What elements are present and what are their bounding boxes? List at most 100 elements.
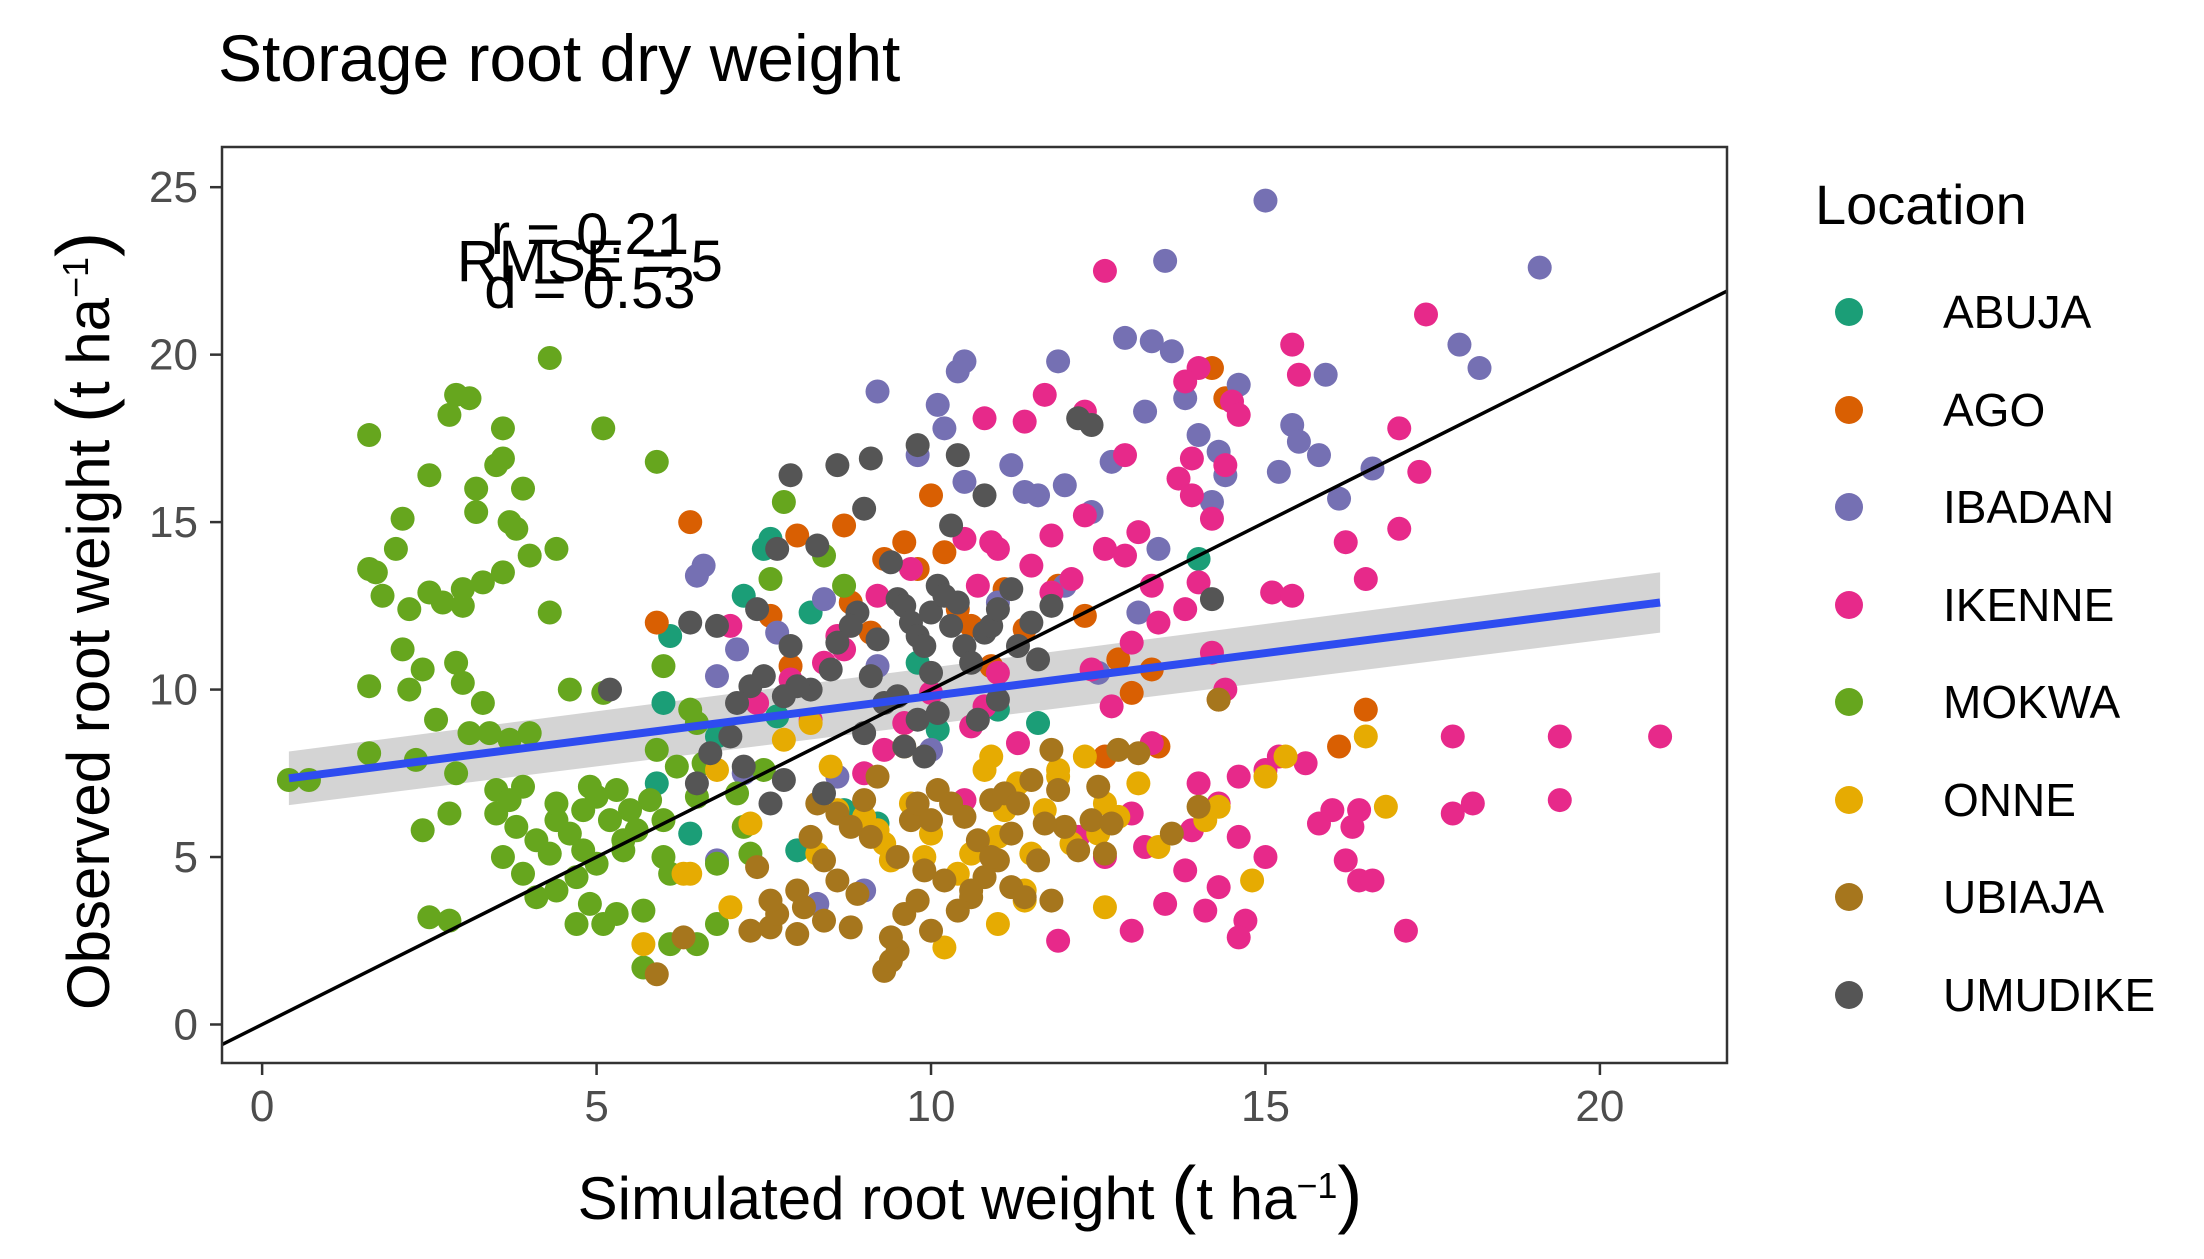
data-point [591,416,616,441]
data-point [1353,567,1378,592]
data-point [1467,356,1492,381]
data-point [838,814,863,839]
data-point [417,463,442,488]
data-point [765,536,790,561]
data-point [939,613,964,638]
data-point [959,878,984,903]
y-axis-label: Observed root weight (t ha−1) [41,231,125,1010]
legend-label: AGO [1943,383,2046,436]
data-point [1260,580,1285,605]
data-point [758,888,783,913]
data-point [1092,895,1117,920]
data-point [664,754,689,779]
data-point [1173,386,1198,411]
data-point [1347,798,1372,823]
data-point [1206,687,1231,712]
data-point [1373,794,1398,819]
data-point [357,674,382,699]
data-point [905,707,930,732]
data-point [865,764,890,789]
data-point [1106,737,1131,762]
data-point [457,721,482,746]
data-point [1353,697,1378,722]
data-point [785,878,810,903]
x-axis-label: Simulated root weight (t ha−1) [577,1151,1363,1235]
data-point [845,881,870,906]
legend-key [1835,493,1863,521]
data-point [1353,724,1378,749]
stat-rmse: RMSE = 5 [457,229,723,294]
data-point [832,513,857,538]
legend-label: ABUJA [1943,286,2092,338]
data-point [383,536,408,561]
data-point [537,841,562,866]
data-point [1012,409,1037,434]
data-point [1199,490,1224,515]
data-point [484,801,509,826]
data-point [597,677,622,702]
data-point [464,500,489,525]
data-point [671,925,696,950]
data-point [644,737,669,762]
data-point [945,590,970,615]
data-point [370,583,395,608]
data-point [1387,416,1412,441]
data-point [1280,583,1305,608]
data-point [504,814,529,839]
data-point [537,600,562,625]
data-point [397,597,422,622]
data-point [1066,838,1091,863]
data-point [812,587,836,612]
data-point [684,771,709,796]
data-point [1139,573,1164,598]
data-point [1092,258,1117,283]
legend-key [1835,883,1863,911]
data-point [397,677,422,702]
data-point [1173,369,1198,394]
data-point [1039,737,1064,762]
data-point [457,386,482,411]
legend-key [1835,785,1863,814]
data-point [357,423,382,448]
data-point [979,845,1004,870]
data-point [1092,841,1117,866]
data-point [1206,794,1231,819]
data-point [858,664,883,689]
data-point [1039,523,1064,548]
data-point [1320,798,1345,823]
data-point [1327,486,1352,511]
data-point [885,845,910,870]
data-point [825,868,850,893]
data-point [1153,891,1178,916]
data-point [1280,332,1305,357]
y-tick-label: 10 [149,666,198,715]
data-point [872,737,897,762]
data-point [631,898,656,923]
data-point [357,741,382,766]
data-point [678,697,703,722]
data-point [778,634,803,659]
data-point [678,510,703,535]
data-point [1079,412,1104,437]
data-point [1159,821,1184,846]
y-axis-label-text: Observed root weight [55,439,122,1010]
data-point [1460,791,1485,816]
data-point [738,674,763,699]
data-point [865,379,890,404]
data-point [945,443,970,468]
data-point [725,637,750,662]
data-point [1012,479,1037,504]
data-point [1099,694,1124,719]
data-point [1286,362,1311,387]
data-point [517,543,542,568]
data-point [999,821,1024,846]
data-point [390,506,415,531]
data-point [1079,808,1104,833]
data-point [932,416,957,441]
data-point [1012,885,1037,910]
stat-r: r = 0.21 [491,202,689,267]
data-point [470,690,495,715]
data-point [758,791,783,816]
data-point [905,888,930,913]
data-point [1166,466,1191,491]
